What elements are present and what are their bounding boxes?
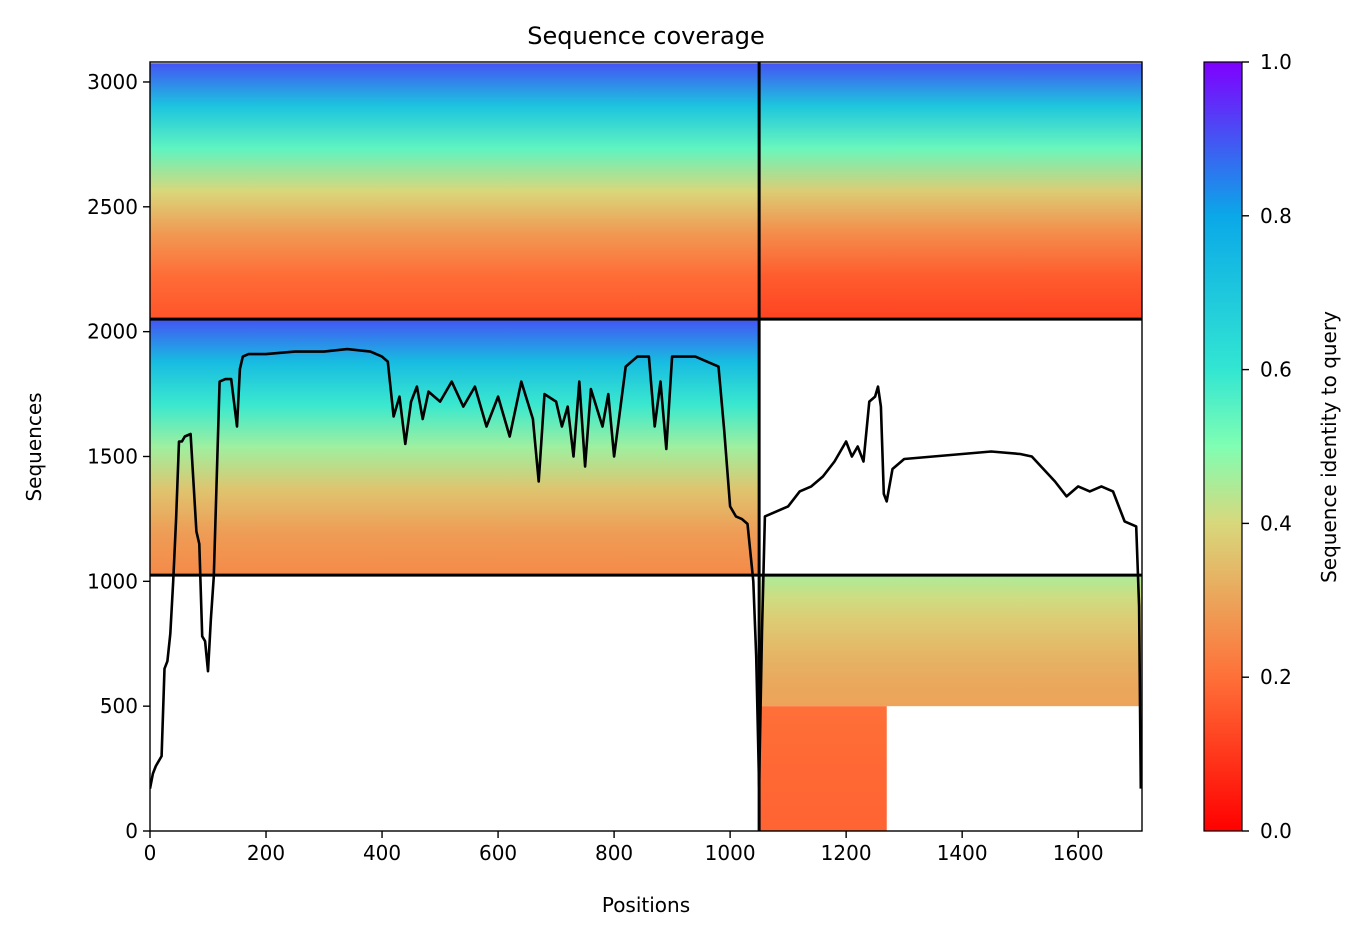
x-tick-label: 1600	[1053, 841, 1104, 865]
heatmap-blocks	[150, 63, 1142, 831]
x-tick-label: 1000	[705, 841, 756, 865]
colorbar-tick-label: 0.6	[1260, 358, 1292, 382]
x-tick-label: 200	[247, 841, 285, 865]
y-axis-ticks: 0 500 1000 1500 2000 2500 3000	[87, 70, 150, 843]
x-tick-label: 800	[595, 841, 633, 865]
y-tick-label: 500	[100, 694, 138, 718]
y-tick-label: 1500	[87, 444, 138, 468]
colorbar-label: Sequence identity to query	[1317, 311, 1341, 583]
colorbar-tick-label: 0.2	[1260, 665, 1292, 689]
x-axis-label: Positions	[602, 893, 690, 917]
y-axis-label: Sequences	[22, 392, 46, 501]
x-tick-label: 400	[363, 841, 401, 865]
plot-frame	[149, 61, 1143, 832]
coverage-line	[150, 347, 1142, 789]
heatmap-block-chainA-unpaired	[150, 319, 760, 576]
colorbar-ticks: 0.0 0.2 0.4 0.6 0.8 1.0	[1242, 50, 1292, 843]
heatmap-block-chainB-unpaired-high	[759, 575, 1142, 707]
y-tick-label: 2000	[87, 320, 138, 344]
colorbar-tick-label: 0.0	[1260, 819, 1292, 843]
chart-title: Sequence coverage	[527, 22, 764, 50]
colorbar	[1203, 61, 1243, 832]
y-tick-label: 3000	[87, 70, 138, 94]
x-tick-label: 0	[144, 841, 157, 865]
y-tick-label: 1000	[87, 569, 138, 593]
y-tick-label: 0	[125, 819, 138, 843]
x-tick-label: 600	[479, 841, 517, 865]
heatmap-block-chainB-unpaired-low	[759, 706, 887, 831]
colorbar-tick-label: 1.0	[1260, 50, 1292, 74]
colorbar-tick-label: 0.8	[1260, 204, 1292, 228]
divider-lines	[150, 62, 1142, 831]
colorbar-tick-label: 0.4	[1260, 511, 1292, 535]
x-axis-ticks: 0 200 400 600 800 1000 1200 1400 1600	[144, 831, 1104, 865]
x-tick-label: 1400	[937, 841, 988, 865]
y-tick-label: 2500	[87, 195, 138, 219]
heatmap-block-chainA-paired	[150, 63, 760, 320]
x-tick-label: 1200	[821, 841, 872, 865]
heatmap-block-chainB-paired	[759, 63, 1142, 320]
coverage-line-group	[150, 347, 1142, 789]
